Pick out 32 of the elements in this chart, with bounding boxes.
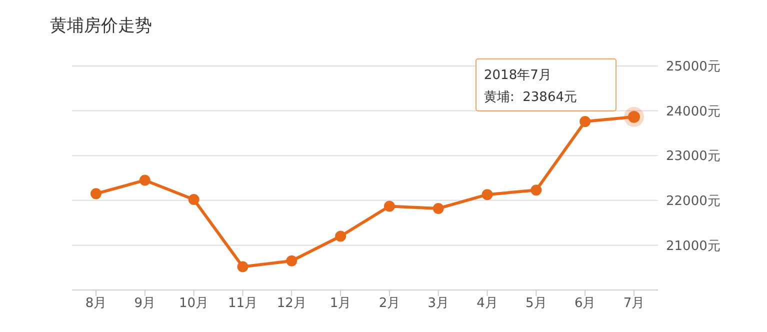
point [237, 261, 248, 272]
tooltip-box: 2018年7月 黄埔: 23864元 [476, 58, 616, 112]
x-tick-label: 3月 [428, 296, 450, 312]
point [530, 184, 542, 196]
point [384, 200, 395, 212]
x-tick-label: 9月 [134, 296, 156, 312]
x-tick-label: 12月 [276, 296, 306, 312]
x-tick-label: 8月 [85, 296, 107, 312]
x-tick-label: 1月 [330, 296, 352, 312]
x-tick-label: 6月 [574, 296, 596, 312]
x-tick-label: 10月 [179, 296, 209, 312]
annotation: 2018年7月 [484, 68, 552, 83]
x-tick-label: 2月 [378, 296, 400, 312]
annotation: 黄埔: 23864元 [484, 90, 577, 105]
y-tick-label: 23000元 [666, 149, 720, 164]
point [335, 230, 346, 242]
point [139, 174, 150, 186]
point [188, 194, 200, 206]
y-tick-label: 24000元 [666, 104, 720, 120]
point [432, 202, 444, 214]
x-tick-label: 5月 [526, 296, 547, 312]
point [580, 116, 591, 128]
y-tick-label: 21000元 [666, 238, 720, 254]
point [286, 255, 298, 266]
x-tick-label: 11月 [228, 296, 258, 312]
x-tick-label: 4月 [476, 296, 498, 312]
point [90, 188, 102, 200]
point [482, 189, 493, 200]
chart-title: 黄埔房价走势 [49, 15, 153, 38]
y-tick-label: 25000元 [666, 60, 720, 75]
x-tick-label: 7月 [623, 296, 645, 312]
y-tick-label: 22000元 [666, 194, 720, 210]
